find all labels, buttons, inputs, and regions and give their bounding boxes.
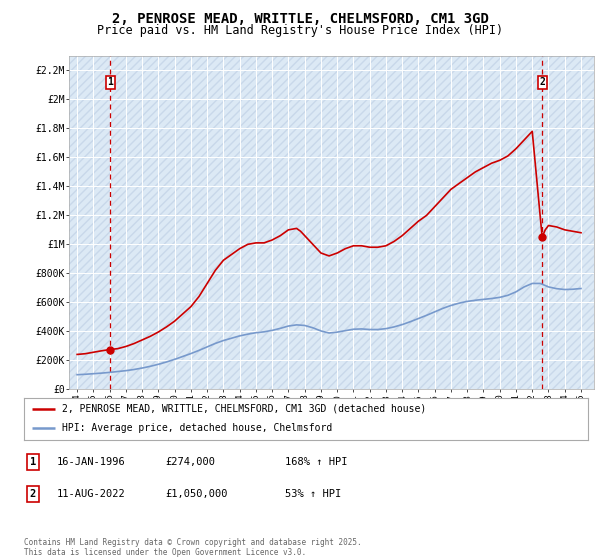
Text: 53% ↑ HPI: 53% ↑ HPI: [285, 489, 341, 499]
Text: £274,000: £274,000: [165, 457, 215, 467]
Text: 11-AUG-2022: 11-AUG-2022: [57, 489, 126, 499]
Text: 2, PENROSE MEAD, WRITTLE, CHELMSFORD, CM1 3GD (detached house): 2, PENROSE MEAD, WRITTLE, CHELMSFORD, CM…: [62, 404, 427, 414]
Text: 1: 1: [30, 457, 36, 467]
Text: Contains HM Land Registry data © Crown copyright and database right 2025.
This d: Contains HM Land Registry data © Crown c…: [24, 538, 362, 557]
Text: 2, PENROSE MEAD, WRITTLE, CHELMSFORD, CM1 3GD: 2, PENROSE MEAD, WRITTLE, CHELMSFORD, CM…: [112, 12, 488, 26]
Text: 1: 1: [107, 77, 113, 87]
Text: 2: 2: [30, 489, 36, 499]
Text: Price paid vs. HM Land Registry's House Price Index (HPI): Price paid vs. HM Land Registry's House …: [97, 24, 503, 36]
Text: 16-JAN-1996: 16-JAN-1996: [57, 457, 126, 467]
Text: £1,050,000: £1,050,000: [165, 489, 227, 499]
Text: HPI: Average price, detached house, Chelmsford: HPI: Average price, detached house, Chel…: [62, 423, 332, 433]
Text: 2: 2: [539, 77, 545, 87]
Text: 168% ↑ HPI: 168% ↑ HPI: [285, 457, 347, 467]
